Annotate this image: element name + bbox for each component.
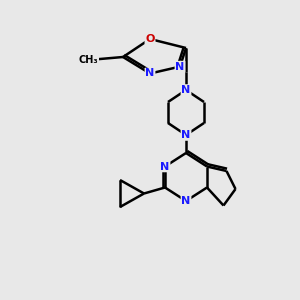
Text: CH₃: CH₃ — [79, 55, 98, 65]
Text: N: N — [182, 130, 190, 140]
Text: N: N — [160, 161, 169, 172]
Text: N: N — [182, 196, 190, 206]
Text: N: N — [176, 61, 184, 72]
Text: N: N — [146, 68, 154, 79]
Text: O: O — [145, 34, 155, 44]
Text: N: N — [182, 85, 190, 95]
